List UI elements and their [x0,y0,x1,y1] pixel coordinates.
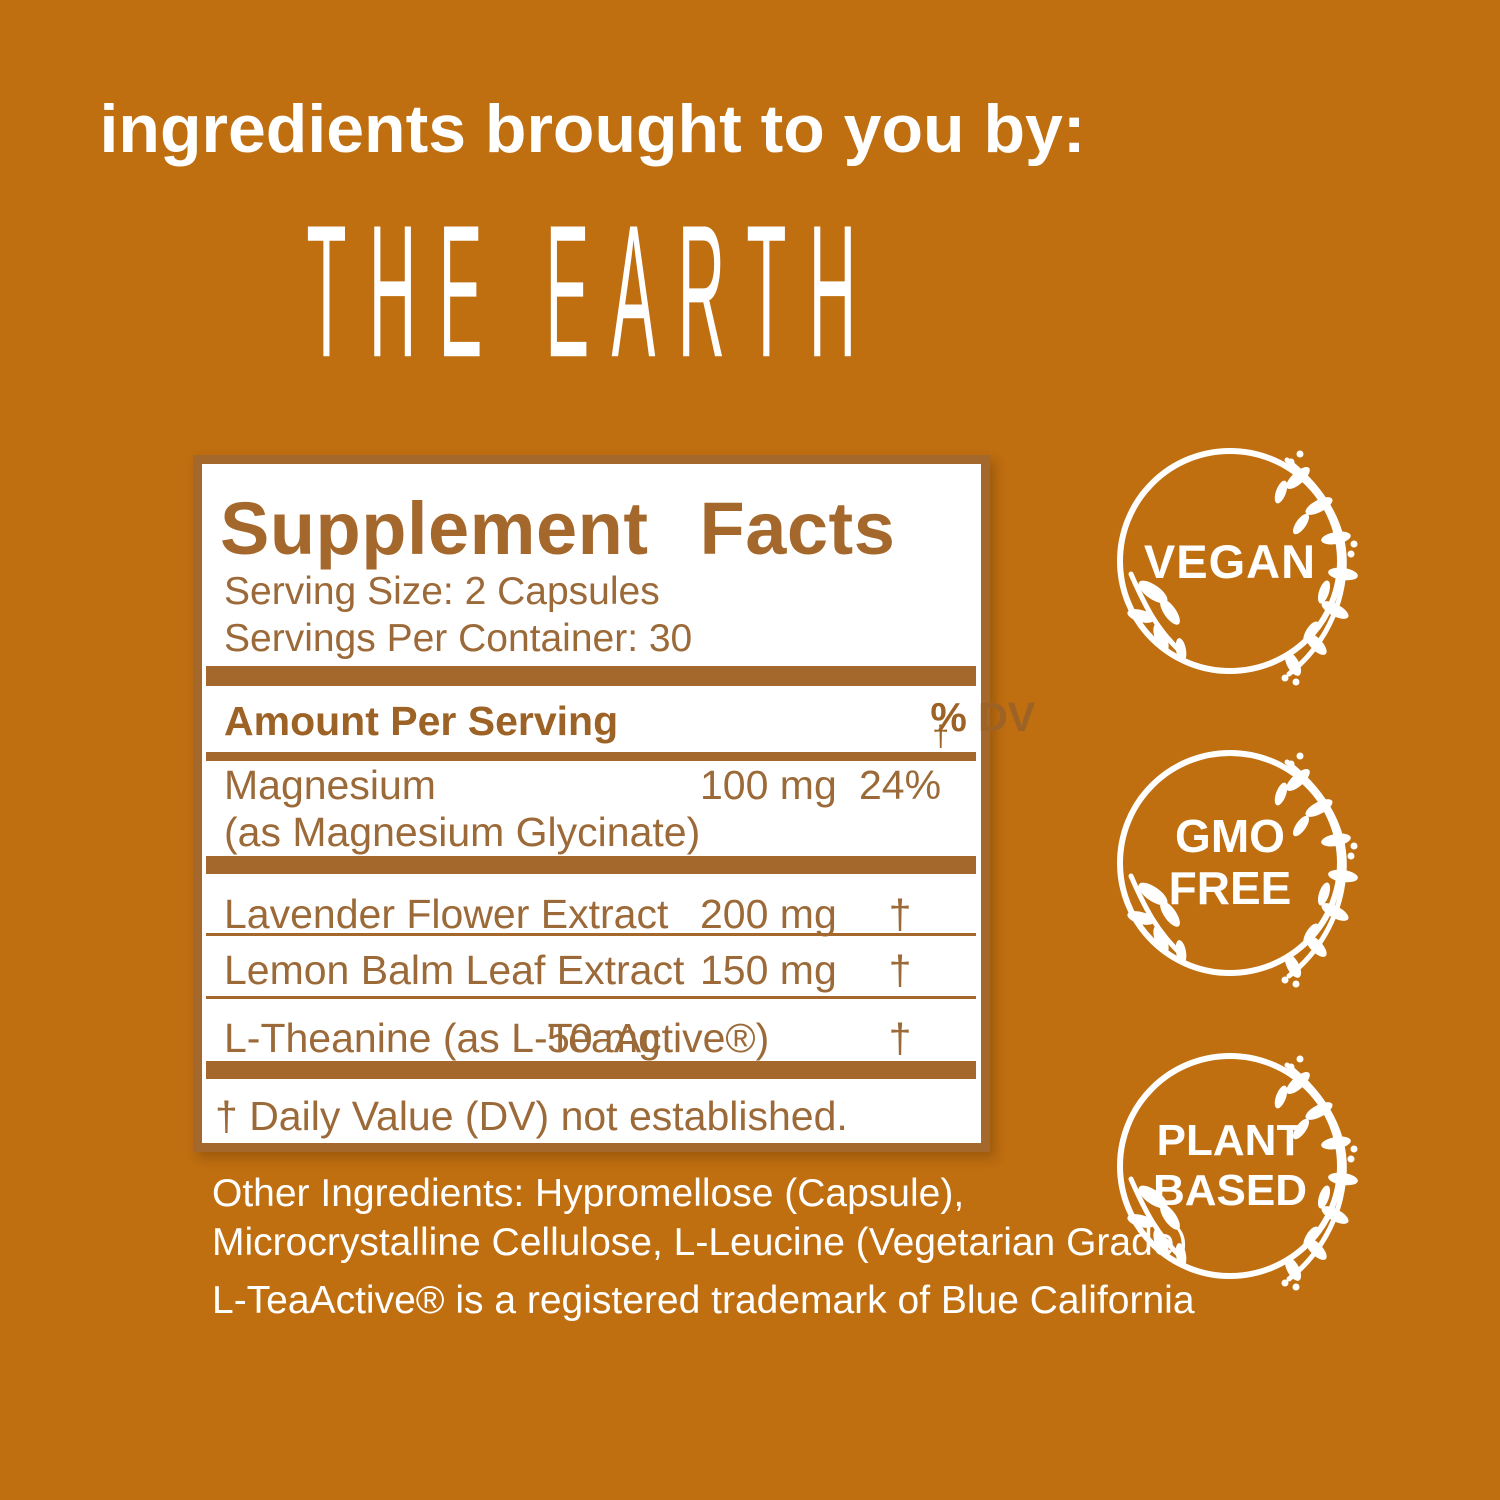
divider-thick [206,666,976,686]
divider-thick [206,1061,976,1079]
column-header-amount: Amount Per Serving [224,698,619,744]
row-magnesium-dv: 24% [858,762,942,808]
dv-footnote: † Daily Value (DV) not established. [215,1093,848,1139]
badge-circle [1117,1053,1343,1279]
other-ingredients-line1: Other Ingredients: Hypromellose (Capsule… [212,1172,965,1215]
servings-per-container: Servings Per Container: 30 [224,617,693,660]
gmo-free-badge: GMO FREE [1117,750,1365,998]
row-lavender-name: Lavender Flower Extract [224,891,669,937]
serving-size: Serving Size: 2 Capsules [224,570,660,613]
row-lavender-amount: 200 mg [700,891,837,937]
row-theanine-amount: 50 mg [547,1015,661,1061]
header-tagline: ingredients brought to you by: [99,91,1086,167]
row-lemonbalm-name: Lemon Balm Leaf Extract [224,947,685,993]
row-magnesium-amount: 100 mg [700,762,837,808]
column-header-dv: % DV † [930,694,1035,753]
row-magnesium-name: Magnesium [224,762,436,808]
badge-label-based: BASED [1153,1166,1307,1215]
row-theanine-dv: † [888,1015,912,1061]
divider-thick [206,856,976,874]
badge-label-vegan: VEGAN [1144,535,1316,588]
badge-circle [1117,448,1343,674]
badge-label-free: FREE [1169,862,1292,914]
row-theanine-name: L-Theanine (as L-TeaActive®) [224,1015,770,1061]
dagger-symbol: † [932,720,949,754]
row-lavender-dv: † [888,891,912,937]
vegan-badge: VEGAN [1117,448,1365,696]
panel-title: Supplement Facts [220,487,896,570]
badge-label-plant: PLANT [1157,1116,1304,1165]
divider-medium [206,752,976,761]
trademark-note: L-TeaActive® is a registered trademark o… [212,1279,1195,1322]
dv-label: % DV [930,694,1036,740]
other-ingredients-line2: Microcrystalline Cellulose, L-Leucine (V… [212,1221,1188,1264]
divider-thin [206,933,976,936]
divider-thin [206,996,976,999]
header-brand-text: THE EARTH [306,188,879,398]
badge-circle [1117,750,1343,976]
plant-based-badge: PLANT BASED [1117,1053,1365,1301]
row-magnesium-detail: (as Magnesium Glycinate) [224,809,701,855]
supplement-facts-panel: Supplement Facts Serving Size: 2 Capsule… [193,455,1035,1152]
row-lemonbalm-dv: † [888,947,912,993]
row-lemonbalm-amount: 150 mg [700,947,837,993]
badge-label-gmo: GMO [1175,810,1285,862]
